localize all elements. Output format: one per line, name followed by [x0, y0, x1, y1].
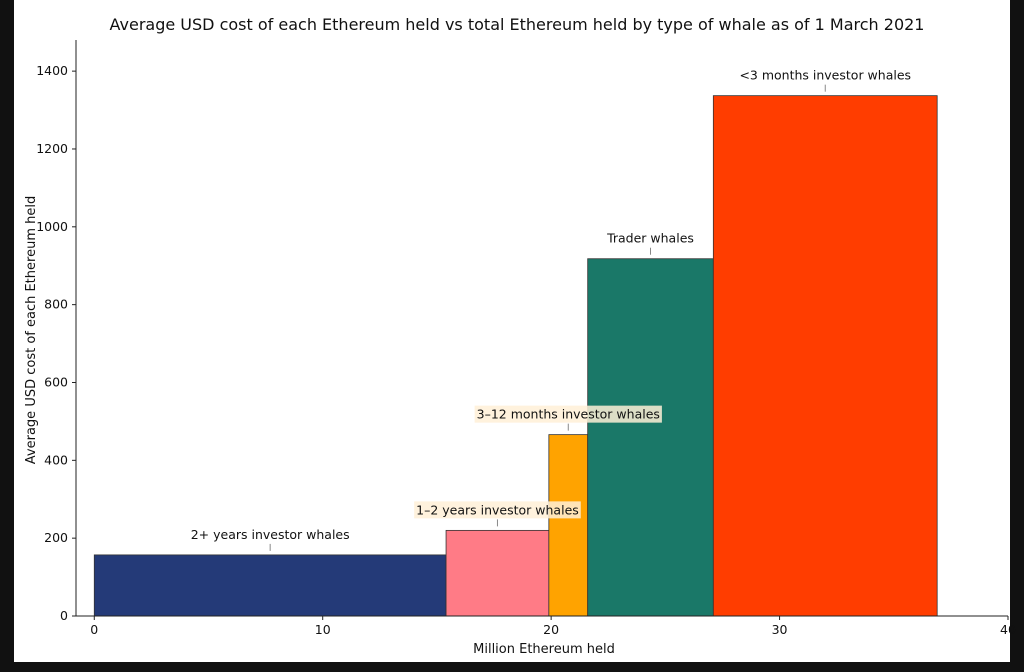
- bar-label-highlight: [414, 501, 581, 519]
- x-tick-label: 40: [1000, 622, 1016, 637]
- bars-group: [93, 95, 938, 617]
- y-axis-label: Average USD cost of each Ethereum held: [24, 196, 39, 464]
- y-tick-label: 0: [60, 608, 68, 623]
- x-tick-label: 20: [543, 622, 559, 637]
- bar-label: 1–2 years investor whales: [416, 502, 579, 517]
- x-tick-label: 0: [90, 622, 98, 637]
- bar-2: [548, 434, 589, 617]
- chart-title: Average USD cost of each Ethereum held v…: [110, 15, 925, 34]
- bar-3: [587, 258, 714, 617]
- bar-1: [445, 529, 550, 617]
- bar-label: Trader whales: [606, 231, 694, 246]
- y-tick-label: 1000: [36, 219, 68, 234]
- y-tick-label: 400: [44, 452, 68, 467]
- bar-label: 2+ years investor whales: [191, 527, 350, 542]
- y-tick-label: 1400: [36, 63, 68, 78]
- y-tick-label: 600: [44, 374, 68, 389]
- bar-label-highlight: [474, 405, 662, 423]
- bar-4: [712, 95, 938, 617]
- bar-labels-group: 2+ years investor whales 1–2 years invest…: [191, 68, 911, 551]
- x-axis-label: Million Ethereum held: [473, 642, 615, 657]
- y-tick-label: 800: [44, 297, 68, 312]
- bar-label: <3 months investor whales: [739, 68, 911, 83]
- y-tick-label: 200: [44, 530, 68, 545]
- x-tick-label: 10: [315, 622, 331, 637]
- y-tick-label: 1200: [36, 141, 68, 156]
- bar-0: [93, 554, 447, 617]
- bar-label: 3–12 months investor whales: [477, 407, 660, 422]
- x-tick-label: 30: [772, 622, 788, 637]
